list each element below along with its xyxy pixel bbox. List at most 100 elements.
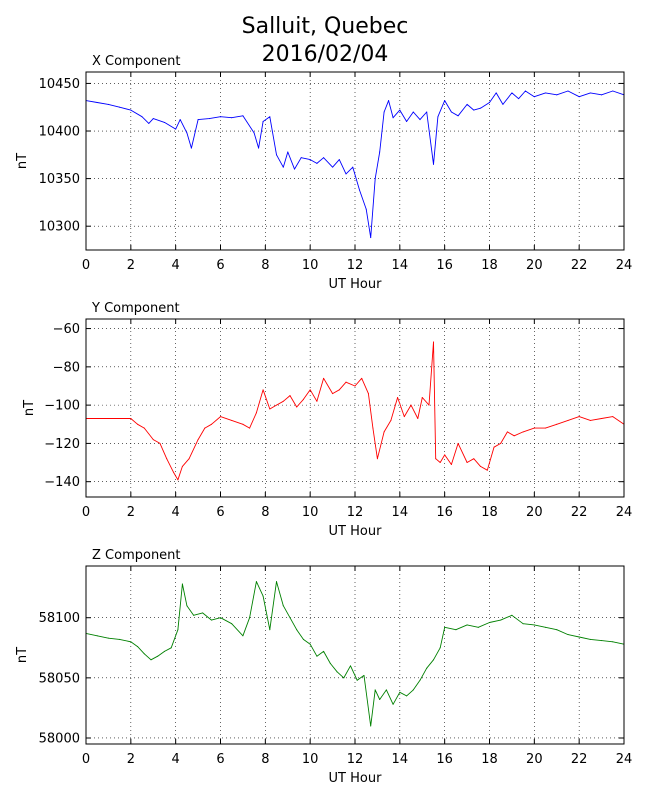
x-data-point-17 — [242, 115, 244, 117]
z-panel-title: Z Component — [92, 548, 181, 563]
z-data-point-36 — [356, 679, 358, 681]
z-data-point-35 — [350, 665, 352, 667]
y-data-point-46 — [421, 396, 423, 398]
y-xtick-label-8: 16 — [436, 505, 453, 520]
y-data-point-9 — [166, 458, 168, 460]
z-data-point-6 — [143, 653, 145, 655]
y-data-point-23 — [269, 408, 271, 410]
x-y-axis-label: nT — [15, 153, 30, 169]
y-data-point-61 — [513, 435, 515, 437]
x-data-point-68 — [612, 90, 614, 92]
figure-title-line1: Salluit, Quebec — [242, 14, 409, 39]
x-ytick-label-1: 10350 — [39, 172, 80, 187]
x-data-point-22 — [276, 154, 278, 156]
x-data-point-2 — [107, 103, 109, 105]
z-data-point-18 — [231, 623, 233, 625]
z-data-point-30 — [316, 655, 318, 657]
x-data-point-64 — [567, 90, 569, 92]
y-data-point-18 — [231, 419, 233, 421]
y-data-point-69 — [601, 418, 603, 420]
y-ytick-label-2: −100 — [44, 399, 80, 414]
y-data-point-70 — [612, 416, 614, 418]
z-y-axis-label: nT — [15, 647, 30, 663]
x-data-point-48 — [437, 116, 439, 118]
x-data-point-54 — [480, 107, 482, 109]
z-data-point-51 — [455, 629, 457, 631]
y-data-point-40 — [383, 431, 385, 433]
x-data-point-18 — [253, 132, 255, 134]
z-data-point-34 — [343, 677, 345, 679]
y-data-point-67 — [578, 416, 580, 418]
y-data-point-2 — [107, 418, 109, 420]
y-data-point-29 — [309, 389, 311, 391]
x-xtick-label-6: 12 — [347, 258, 364, 273]
x-ytick-label-2: 10400 — [39, 125, 80, 140]
y-data-point-50 — [439, 462, 441, 464]
y-data-point-13 — [188, 458, 190, 460]
y-data-point-64 — [545, 427, 547, 429]
y-data-point-54 — [466, 462, 468, 464]
x-data-point-47 — [432, 163, 434, 165]
z-data-point-45 — [412, 689, 414, 691]
x-data-point-52 — [466, 103, 468, 105]
z-data-point-44 — [406, 695, 408, 697]
z-data-point-53 — [477, 626, 479, 628]
x-data-point-11 — [186, 132, 188, 134]
z-data-point-46 — [419, 679, 421, 681]
z-data-point-48 — [432, 659, 434, 661]
z-data-point-27 — [296, 629, 298, 631]
z-xtick-label-0: 0 — [82, 752, 90, 767]
x-data-point-6 — [148, 122, 150, 124]
z-xtick-label-9: 18 — [481, 752, 498, 767]
z-xtick-label-12: 24 — [616, 752, 633, 767]
x-data-point-31 — [338, 159, 340, 161]
y-xtick-label-3: 6 — [216, 505, 224, 520]
y-data-point-57 — [486, 469, 488, 471]
z-data-point-58 — [533, 624, 535, 626]
y-data-point-1 — [96, 418, 98, 420]
x-data-point-60 — [524, 90, 526, 92]
x-data-point-27 — [309, 159, 311, 161]
z-data-point-59 — [545, 626, 547, 628]
x-data-point-65 — [578, 96, 580, 98]
y-data-point-39 — [376, 458, 378, 460]
x-data-point-63 — [556, 94, 558, 96]
z-data-point-2 — [107, 637, 109, 639]
y-data-point-55 — [473, 458, 475, 460]
x-data-point-58 — [511, 92, 513, 94]
x-ytick-label-0: 10300 — [39, 220, 80, 235]
y-data-point-21 — [255, 412, 257, 414]
y-ytick-label-3: −80 — [53, 360, 80, 375]
y-data-point-37 — [367, 393, 369, 395]
y-data-point-65 — [556, 423, 558, 425]
z-data-point-3 — [119, 638, 121, 640]
y-data-point-5 — [137, 423, 139, 425]
x-data-point-24 — [287, 151, 289, 153]
y-data-point-58 — [493, 446, 495, 448]
y-data-point-15 — [204, 427, 206, 429]
y-xtick-label-9: 18 — [481, 505, 498, 520]
z-data-point-5 — [137, 646, 139, 648]
z-data-point-42 — [392, 703, 394, 705]
z-data-point-37 — [363, 674, 365, 676]
z-xtick-label-6: 12 — [347, 752, 364, 767]
x-data-point-41 — [392, 117, 394, 119]
z-data-point-57 — [522, 623, 524, 625]
x-data-point-9 — [175, 128, 177, 130]
x-data-point-40 — [388, 100, 390, 102]
z-xtick-label-7: 14 — [392, 752, 409, 767]
z-data-point-52 — [466, 624, 468, 626]
z-xtick-label-1: 2 — [127, 752, 135, 767]
z-data-point-49 — [439, 647, 441, 649]
z-xtick-label-5: 10 — [302, 752, 319, 767]
y-data-point-12 — [181, 465, 183, 467]
y-data-point-4 — [130, 418, 132, 420]
x-data-point-44 — [412, 111, 414, 113]
y-data-point-11 — [177, 479, 179, 481]
z-data-point-38 — [370, 725, 372, 727]
y-data-point-33 — [338, 389, 340, 391]
x-data-point-34 — [358, 189, 360, 191]
z-data-point-56 — [511, 614, 513, 616]
z-data-point-4 — [130, 641, 132, 643]
